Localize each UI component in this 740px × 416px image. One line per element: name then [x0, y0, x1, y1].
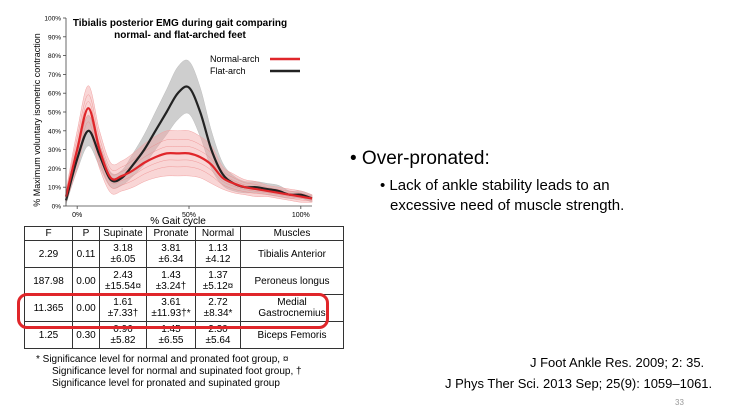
muscle-name: Biceps Femoris: [257, 329, 327, 341]
cell-value: 0.96: [113, 324, 133, 335]
cell-sd: ±6.05: [110, 254, 136, 265]
muscle-name-2: Gastrocnemius: [258, 308, 326, 319]
header-supinate: Supinate: [99, 226, 147, 241]
x-tick-label: 50%: [182, 212, 196, 219]
emg-chart: 0% 10% 20% 30% 40% 50% 60% 70% 80% 90% 100% 0% 50% 10…: [32, 16, 313, 227]
band-hatch-normal-arch: [65, 94, 313, 197]
cell-normal: 1.13 ±4.12: [195, 240, 241, 268]
cell-sd: ±5.64: [205, 335, 231, 346]
cell-value: 1.43: [161, 270, 181, 281]
y-tick-label: 80%: [48, 53, 61, 60]
y-tick-label: 10%: [48, 185, 61, 192]
header-p: P: [72, 226, 100, 241]
series-line-normal-arch: [64, 107, 313, 200]
legend-label-flat-arch: Flat-arch: [210, 66, 246, 76]
bullet-over-pronated: • Over-pronated:: [350, 148, 490, 169]
cell-value: 3.18: [113, 243, 133, 254]
header-f: F: [24, 226, 73, 241]
y-tick-label: 30%: [48, 147, 61, 154]
cell-p: 0.30: [72, 321, 100, 349]
cell-sd: ±6.55: [158, 335, 184, 346]
cell-p: 0.00: [72, 267, 100, 295]
muscle-name: Tibialis Anterior: [258, 248, 326, 260]
cell-muscle: Biceps Femoris: [240, 321, 344, 349]
footnote-line: * Significance level for normal and pron…: [36, 354, 289, 365]
cell-sd: ±3.24†: [155, 281, 187, 292]
cell-sd: ±5.82: [110, 335, 136, 346]
cell-value: 3.61: [161, 297, 181, 308]
header-muscles: Muscles: [240, 226, 344, 241]
chart-xlabel: % Gait cycle: [150, 216, 206, 227]
highlight-box: [17, 293, 329, 329]
bullet-ankle-stability: • Lack of ankle stability leads to an ex…: [380, 176, 680, 216]
cell-pronate: 1.45 ±6.55: [146, 321, 196, 349]
cell-sd: ±8.34*: [203, 308, 233, 319]
cell-pronate: 3.61 ±11.93†*: [146, 294, 196, 322]
cell-value: 2.72: [208, 297, 228, 308]
table-row: 1.25 0.30 0.96 ±5.82 1.45 ±6.55 2.30 ±5.64 …: [24, 321, 344, 349]
chart-title-line-2: normal- and flat-arched feet: [114, 30, 246, 41]
x-tick-label: 0%: [72, 212, 82, 219]
reference-2: J Phys Ther Sci. 2013 Sep; 25(9): 1059–1…: [445, 376, 713, 391]
cell-muscle: Tibialis Anterior: [240, 240, 344, 268]
y-tick-label: 40%: [48, 128, 61, 135]
cell-value: 2.43: [113, 270, 133, 281]
bullet-line: • Lack of ankle stability leads to an: [380, 177, 610, 194]
y-tick-label: 0%: [52, 204, 62, 211]
cell-f: 187.98: [24, 267, 73, 295]
cell-sd: ±6.34: [158, 254, 184, 265]
cell-muscle: Peroneus longus: [240, 267, 344, 295]
cell-pronate: 3.81 ±6.34: [146, 240, 196, 268]
header-pronate: Pronate: [146, 226, 196, 241]
footnote-line: Significance level for normal and supina…: [52, 366, 302, 377]
table-footnotes: * Significance level for normal and pron…: [36, 354, 306, 390]
table-row: 187.98 0.00 2.43 ±15.54¤ 1.43 ±3.24† 1.37 ±…: [24, 267, 344, 295]
muscle-name: Medial: [277, 297, 307, 308]
cell-sd: ±11.93†*: [151, 308, 191, 319]
cell-sd: ±15.54¤: [104, 281, 142, 292]
cell-sd: ±5.12¤: [202, 281, 234, 292]
cell-supinate: 2.43 ±15.54¤: [99, 267, 147, 295]
cell-f: 11.365: [24, 294, 73, 322]
chart-title-line-1: Tibialis posterior EMG during gait compa…: [73, 18, 287, 29]
chart-ylabel: % Maximum voluntary isometric contractio…: [32, 33, 42, 207]
legend-label-normal-arch: Normal-arch: [210, 54, 260, 64]
y-tick-label: 70%: [48, 72, 61, 79]
cell-value: 1.13: [208, 243, 228, 254]
y-tick-label: 90%: [48, 34, 61, 41]
chart-legend: Normal-arch Flat-arch: [210, 54, 300, 76]
y-tick-label: 50%: [48, 110, 61, 117]
cell-p: 0.11: [72, 240, 100, 268]
page-number: 33: [675, 398, 684, 407]
table-row: 2.29 0.11 3.18 ±6.05 3.81 ±6.34 1.13 ±4.12 …: [24, 240, 344, 268]
cell-supinate: 0.96 ±5.82: [99, 321, 147, 349]
table-header-row: F P Supinate Pronate Normal Muscles: [24, 226, 344, 241]
cell-value: 1.61: [113, 297, 133, 308]
band-hatch-normal-arch: [65, 121, 313, 201]
cell-sd: ±4.12: [205, 254, 231, 265]
cell-supinate: 3.18 ±6.05: [99, 240, 147, 268]
cell-f: 2.29: [24, 240, 73, 268]
cell-f: 1.25: [24, 321, 73, 349]
y-tick-label: 60%: [48, 91, 61, 98]
footnote-line: Significance level for pronated and supi…: [52, 378, 280, 389]
bullet-line: excessive need of muscle strength.: [390, 197, 625, 214]
cell-value: 1.45: [161, 324, 181, 335]
y-tick-label: 20%: [48, 166, 61, 173]
header-normal: Normal: [195, 226, 241, 241]
cell-normal: 1.37 ±5.12¤: [195, 267, 241, 295]
cell-sd: ±7.33†: [107, 308, 139, 319]
cell-value: 2.30: [208, 324, 228, 335]
y-tick-label: 100%: [44, 16, 61, 23]
muscle-name: Peroneus longus: [254, 275, 330, 287]
cell-value: 3.81: [161, 243, 181, 254]
cell-value: 1.37: [208, 270, 228, 281]
reference-1: J Foot Ankle Res. 2009; 2: 35.: [530, 355, 705, 370]
band-hatch-normal-arch: [65, 114, 313, 200]
x-tick-label: 100%: [292, 212, 310, 219]
cell-pronate: 1.43 ±3.24†: [146, 267, 196, 295]
emg-table: F P Supinate Pronate Normal Muscles 2.29…: [24, 226, 344, 349]
